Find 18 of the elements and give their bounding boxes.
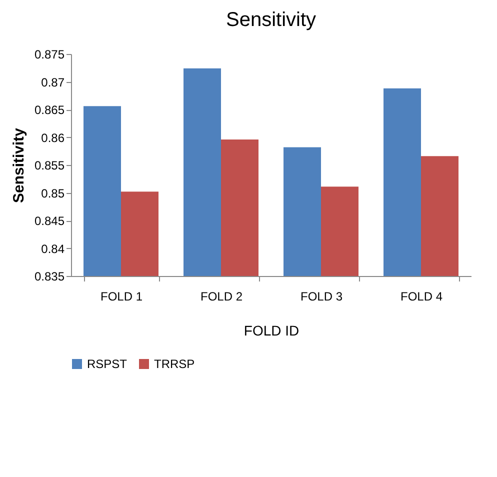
y-tick-label: 0.865 <box>34 103 65 117</box>
x-tick-label: FOLD 3 <box>300 290 343 304</box>
y-tick-label: 0.855 <box>34 158 65 172</box>
y-tick-label: 0.835 <box>34 270 65 284</box>
y-tick-label: 0.845 <box>34 214 65 228</box>
x-tick-label: FOLD 4 <box>400 290 443 304</box>
y-tick-label: 0.85 <box>41 186 65 200</box>
y-tick-label: 0.875 <box>34 48 65 62</box>
x-tick-label: FOLD 2 <box>200 290 243 304</box>
legend-label: TRRSP <box>154 357 195 371</box>
y-tick-label: 0.87 <box>41 75 65 90</box>
y-tick-label: 0.86 <box>41 130 65 145</box>
chart-title: Sensitivity <box>226 9 316 31</box>
legend-label: RSPST <box>87 357 128 371</box>
y-tick-label: 0.84 <box>41 242 65 256</box>
x-axis-title: FOLD ID <box>244 322 300 338</box>
x-tick-label: FOLD 1 <box>100 290 143 304</box>
y-axis-title: Sensitivity <box>10 127 28 204</box>
